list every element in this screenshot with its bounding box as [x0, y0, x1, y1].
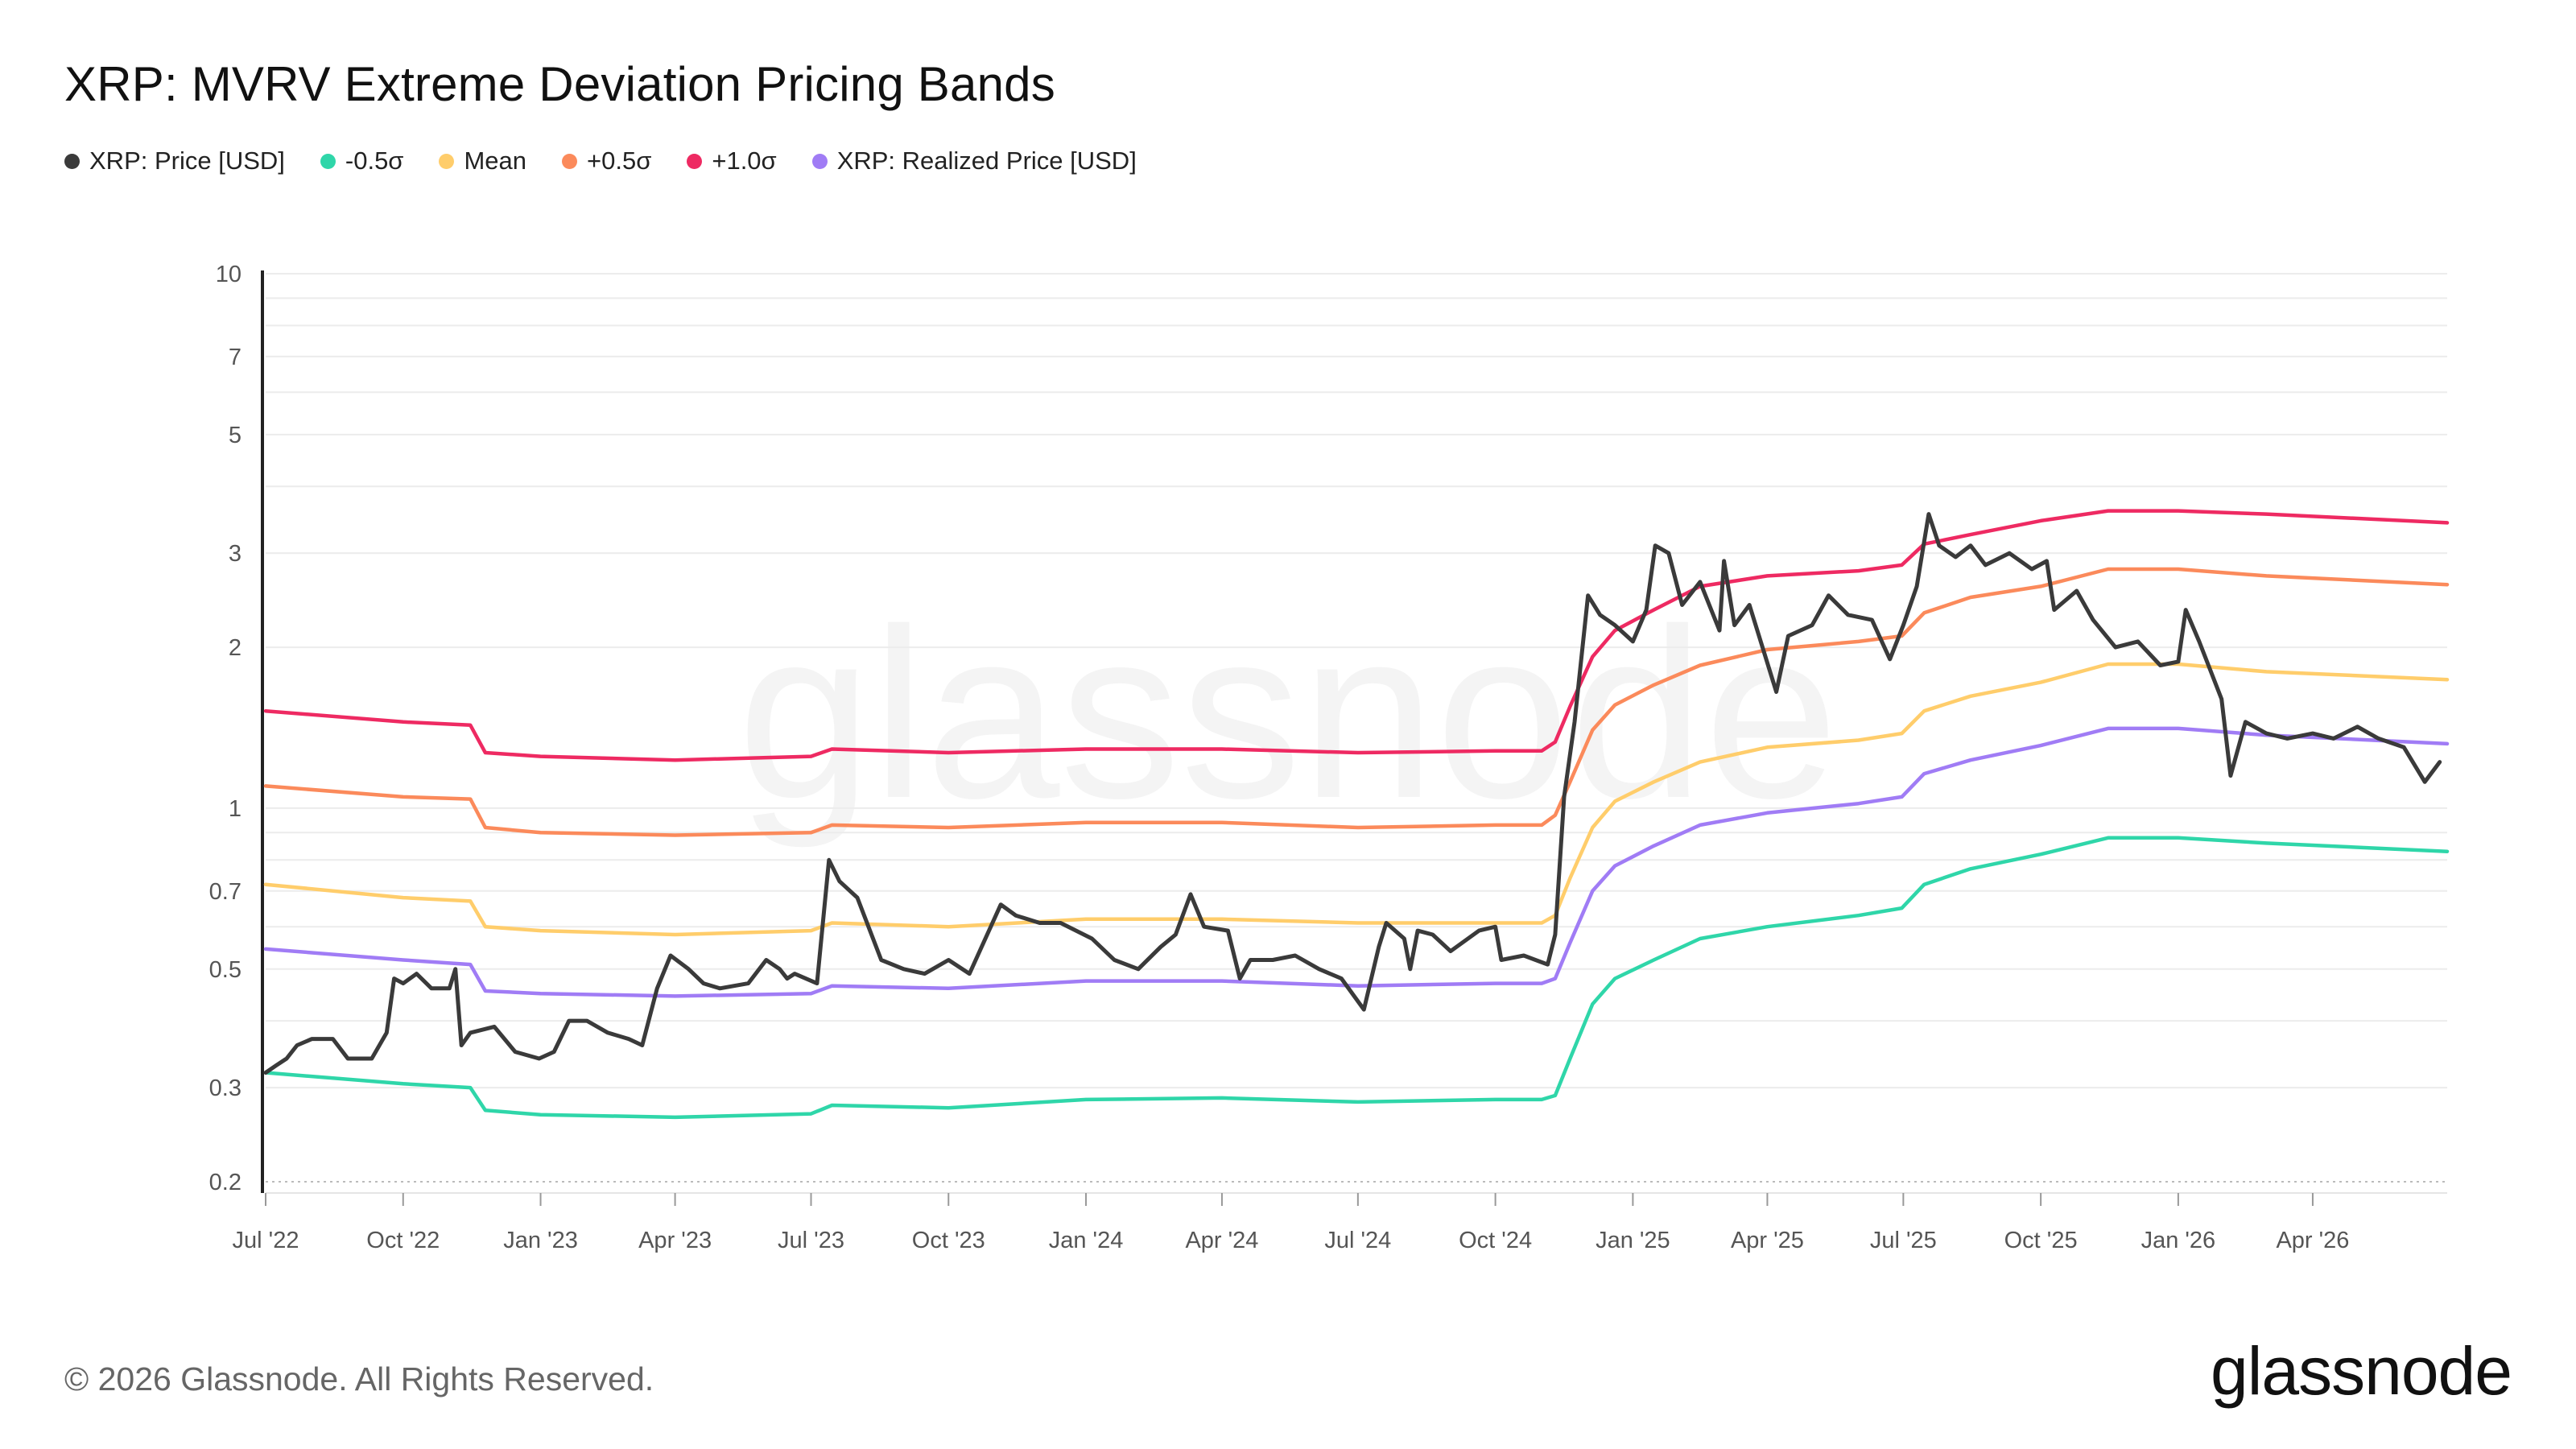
- x-tick-label: Oct '25: [2004, 1228, 2078, 1253]
- x-tick-label: Jan '26: [2141, 1228, 2216, 1253]
- watermark: glassnode: [737, 578, 1839, 850]
- x-tick-label: Jul '23: [778, 1228, 844, 1253]
- legend-label: XRP: Price [USD]: [89, 147, 285, 175]
- legend-item[interactable]: XRP: Realized Price [USD]: [811, 147, 1137, 175]
- legend-swatch: [687, 153, 703, 169]
- series-line-1-0[interactable]: [263, 509, 2450, 762]
- legend-swatch: [562, 153, 577, 169]
- legend-swatch: [439, 153, 455, 169]
- y-tick-label: 2: [229, 635, 242, 661]
- x-tick-label: Jul '25: [1870, 1228, 1937, 1253]
- brand-logo: glassnode: [2211, 1333, 2512, 1409]
- chart-legend: XRP: Price [USD] -0.5σ Mean +0.5σ +1.0σ XRP: …: [64, 147, 1137, 175]
- series-line-mean[interactable]: [263, 662, 2450, 937]
- legend-item[interactable]: XRP: Price [USD]: [64, 147, 285, 175]
- x-tick-label: Apr '23: [638, 1228, 712, 1253]
- legend-swatch: [320, 153, 336, 169]
- x-tick-label: Oct '22: [366, 1228, 440, 1253]
- legend-item[interactable]: -0.5σ: [320, 147, 404, 175]
- legend-label: +1.0σ: [712, 147, 777, 175]
- y-tick-label: 0.3: [209, 1075, 242, 1101]
- legend-label: -0.5σ: [345, 147, 404, 175]
- y-tick-label: 10: [216, 262, 242, 287]
- series-line-0-5[interactable]: [263, 836, 2450, 1120]
- x-tick-label: Apr '24: [1185, 1228, 1258, 1253]
- series-group: [263, 509, 2450, 1120]
- x-tick-label: Jul '22: [233, 1228, 299, 1253]
- x-axis: Jul '22 Oct '22 Jan '23 Apr '23 Jul '23 Oct '…: [233, 1192, 2447, 1253]
- y-tick-label: 0.7: [209, 879, 242, 905]
- legend-swatch: [64, 153, 80, 169]
- x-tick-label: Jan '24: [1049, 1228, 1124, 1253]
- y-tick-label: 3: [229, 541, 242, 567]
- x-tick-label: Apr '25: [1731, 1228, 1804, 1253]
- legend-item[interactable]: +1.0σ: [687, 147, 777, 175]
- copyright-footer: © 2026 Glassnode. All Rights Reserved.: [64, 1360, 654, 1397]
- y-tick-label: 7: [229, 345, 242, 370]
- series-line-xrp-realized-price-usd[interactable]: [263, 726, 2450, 998]
- y-tick-label: 0.2: [209, 1170, 242, 1195]
- x-tick-label: Jan '23: [503, 1228, 578, 1253]
- series-line-xrp-price-usd[interactable]: [263, 512, 2442, 1075]
- legend-swatch: [811, 153, 828, 169]
- y-tick-label: 0.5: [209, 957, 242, 983]
- legend-label: Mean: [464, 147, 526, 175]
- x-tick-label: Oct '24: [1459, 1228, 1532, 1253]
- x-tick-label: Oct '23: [912, 1228, 985, 1253]
- x-tick-label: Jul '24: [1324, 1228, 1391, 1253]
- y-tick-label: 5: [229, 423, 242, 448]
- y-tick-label: 1: [229, 796, 242, 822]
- x-tick-label: Jan '25: [1596, 1228, 1670, 1253]
- y-axis: 0.2 0.3 0.5 0.7 1 2 3 5 7 10: [209, 262, 264, 1195]
- x-tick-label: Apr '26: [2276, 1228, 2349, 1253]
- chart-title: XRP: MVRV Extreme Deviation Pricing Band…: [64, 57, 1055, 111]
- legend-label: XRP: Realized Price [USD]: [836, 147, 1137, 175]
- legend-label: +0.5σ: [587, 147, 652, 175]
- legend-item[interactable]: Mean: [439, 147, 526, 175]
- legend-item[interactable]: +0.5σ: [562, 147, 651, 175]
